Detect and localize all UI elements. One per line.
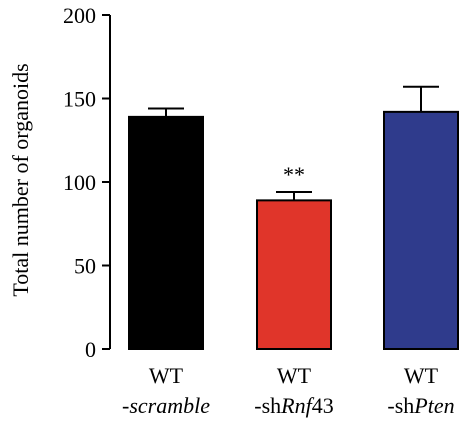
y-axis-title: Total number of organoids — [8, 63, 33, 296]
category-label-line2: -shRnf43 — [254, 393, 333, 418]
category-label-line1: WT — [404, 363, 439, 388]
category-label-part: Rnf — [280, 393, 314, 418]
category-label-line1: WT — [149, 363, 184, 388]
category-label-part: - — [122, 393, 129, 418]
bar — [383, 110, 459, 350]
bar — [128, 115, 204, 351]
category-label-line1: WT — [277, 363, 312, 388]
category-label-part: -sh — [387, 393, 414, 418]
significance-label: ** — [283, 162, 305, 187]
y-tick-label: 100 — [63, 170, 96, 195]
y-tick-label: 0 — [85, 337, 96, 362]
bar — [256, 199, 332, 350]
y-tick-label: 50 — [74, 254, 96, 279]
category-label-part: Pten — [413, 393, 454, 418]
category-label-part: 43 — [312, 393, 334, 418]
y-axis: 0 50 100 150 200 — [63, 3, 111, 362]
category-label-line2: -scramble — [122, 393, 210, 418]
y-tick-label: 150 — [63, 87, 96, 112]
y-tick-label: 200 — [63, 3, 96, 28]
bars: ** — [128, 85, 459, 351]
category-label-part: -sh — [254, 393, 281, 418]
category-label-part: scramble — [129, 393, 210, 418]
category-label-line2: -shPten — [387, 393, 454, 418]
